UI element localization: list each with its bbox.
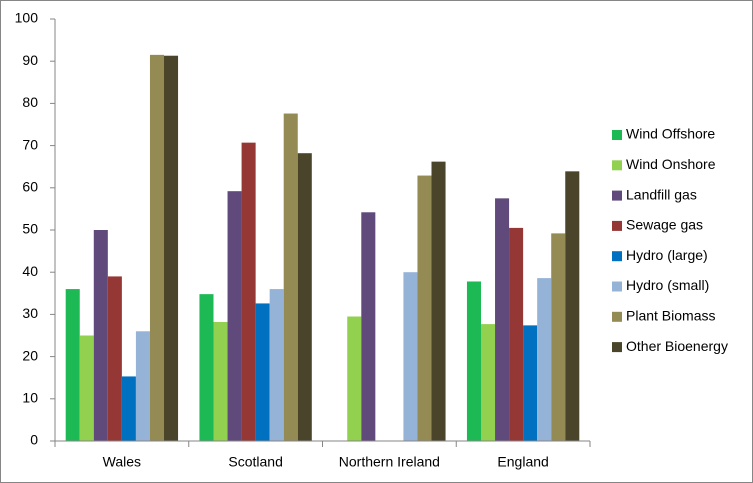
bar bbox=[93, 230, 108, 441]
y-tick-label: 40 bbox=[22, 263, 38, 279]
bar bbox=[227, 191, 242, 441]
bar bbox=[283, 113, 298, 441]
legend-label: Wind Offshore bbox=[626, 126, 715, 142]
bar bbox=[269, 289, 284, 441]
y-tick-label: 80 bbox=[22, 94, 38, 110]
bar bbox=[361, 212, 376, 441]
legend-label: Plant Biomass bbox=[626, 308, 715, 324]
legend-swatch bbox=[612, 311, 622, 322]
bar bbox=[255, 303, 270, 441]
y-tick-label: 90 bbox=[22, 52, 38, 68]
y-tick-label: 20 bbox=[22, 347, 38, 363]
bar bbox=[199, 294, 214, 441]
bar bbox=[107, 276, 122, 441]
bar bbox=[149, 54, 165, 442]
legend-swatch bbox=[612, 251, 622, 262]
y-tick-label: 100 bbox=[15, 10, 39, 26]
y-tick-label: 30 bbox=[22, 305, 38, 321]
bar bbox=[551, 233, 566, 441]
legend-swatch bbox=[612, 342, 622, 353]
legend-label: Sewage gas bbox=[626, 217, 703, 233]
bar bbox=[347, 316, 362, 441]
legend-label: Wind Onshore bbox=[626, 156, 716, 172]
legend-swatch bbox=[612, 220, 622, 231]
bar bbox=[79, 335, 94, 441]
legend-label: Hydro (large) bbox=[626, 247, 708, 263]
bar bbox=[241, 142, 256, 441]
legend-swatch bbox=[612, 190, 622, 201]
bar bbox=[495, 198, 510, 441]
x-tick-label: Wales bbox=[103, 454, 141, 470]
y-tick-label: 50 bbox=[22, 221, 38, 237]
bar bbox=[297, 153, 312, 442]
legend-label: Hydro (small) bbox=[626, 277, 709, 293]
legend-swatch bbox=[612, 130, 622, 140]
bar bbox=[121, 376, 136, 441]
bar bbox=[164, 55, 179, 442]
y-tick-label: 60 bbox=[22, 179, 38, 195]
legend-swatch bbox=[612, 160, 622, 171]
bar bbox=[565, 171, 580, 442]
bar bbox=[213, 321, 228, 441]
bar bbox=[403, 272, 418, 441]
y-tick-label: 10 bbox=[22, 390, 38, 406]
legend-label: Other Bioenergy bbox=[626, 338, 728, 354]
y-tick-label: 70 bbox=[22, 136, 38, 152]
y-tick-label: 0 bbox=[30, 432, 38, 448]
bar bbox=[537, 278, 552, 441]
legend-swatch bbox=[612, 281, 622, 292]
bar bbox=[65, 289, 80, 441]
x-tick-label: England bbox=[497, 454, 548, 470]
x-tick-label: Scotland bbox=[228, 454, 282, 470]
bar bbox=[466, 281, 481, 441]
bar bbox=[480, 324, 496, 441]
bar bbox=[523, 325, 538, 441]
bar bbox=[431, 161, 446, 442]
legend-label: Landfill gas bbox=[626, 186, 697, 202]
bar bbox=[417, 175, 432, 441]
bar bbox=[135, 331, 150, 441]
bar bbox=[509, 227, 524, 441]
x-tick-label: Northern Ireland bbox=[339, 454, 440, 470]
